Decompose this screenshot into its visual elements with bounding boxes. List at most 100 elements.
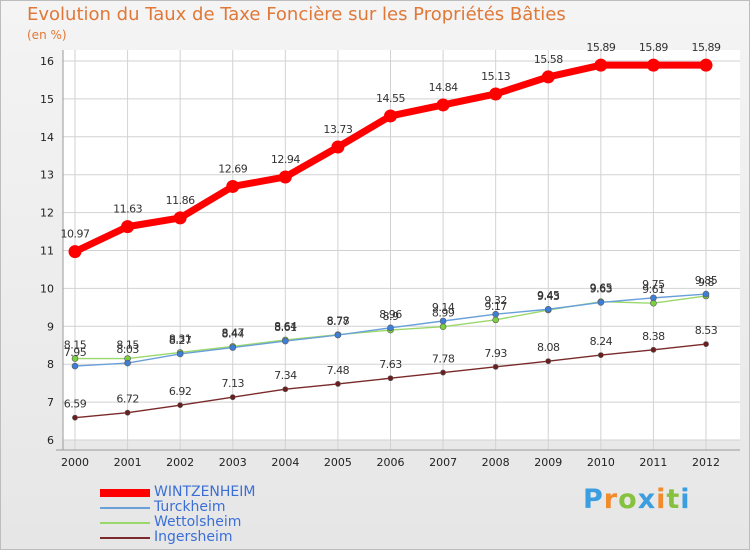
- data-label: 8.15: [64, 339, 87, 352]
- legend-swatch: [100, 522, 150, 524]
- y-tick-label: 10: [40, 282, 54, 295]
- data-label: 8.44: [222, 328, 245, 341]
- data-label: 9.17: [484, 300, 507, 313]
- chart-title: Evolution du Taux de Taxe Foncière sur l…: [27, 4, 566, 25]
- data-point: [71, 355, 79, 362]
- y-tick-label: 6: [47, 434, 54, 447]
- data-point: [282, 337, 289, 345]
- y-tick-label: 14: [40, 131, 54, 144]
- data-label: 12.94: [271, 153, 300, 166]
- data-point: [440, 369, 446, 376]
- y-tick-label: 9: [47, 320, 54, 333]
- data-point: [124, 359, 131, 367]
- data-point: [702, 290, 710, 298]
- data-point: [71, 362, 79, 370]
- data-point: [646, 58, 660, 72]
- y-tick-label: 12: [40, 207, 54, 220]
- y-tick-label: 13: [40, 169, 54, 182]
- x-tick-label: 2004: [271, 456, 299, 469]
- data-label: 7.78: [432, 353, 455, 366]
- data-label: 9.65: [590, 282, 613, 295]
- data-point: [594, 58, 608, 72]
- data-point: [387, 375, 394, 382]
- data-point: [331, 140, 345, 154]
- data-label: 13.73: [323, 123, 352, 136]
- y-tick-label: 16: [40, 55, 54, 68]
- data-point: [489, 87, 503, 101]
- data-label: 14.84: [429, 81, 458, 94]
- data-point: [121, 220, 135, 234]
- data-label: 8.38: [642, 330, 665, 343]
- data-label: 9.85: [695, 274, 718, 287]
- y-tick-label: 8: [47, 358, 54, 371]
- data-point: [439, 323, 447, 330]
- data-label: 6.72: [116, 393, 139, 406]
- data-point: [650, 346, 657, 353]
- data-label: 8.99: [432, 307, 455, 320]
- brand-logo: Proxiti: [583, 484, 691, 515]
- data-label: 8.31: [169, 332, 192, 345]
- data-point: [387, 324, 394, 332]
- data-label: 8.64: [274, 320, 297, 333]
- data-label: 9.75: [642, 278, 665, 291]
- data-point: [124, 409, 131, 416]
- data-point: [699, 58, 713, 72]
- data-point: [544, 305, 552, 313]
- data-point: [282, 386, 289, 393]
- data-point: [703, 341, 709, 348]
- y-tick-label: 15: [40, 93, 54, 106]
- y-tick-label: 11: [40, 245, 54, 258]
- data-point: [492, 363, 499, 370]
- data-point: [492, 310, 499, 318]
- data-label: 9.63: [590, 282, 613, 295]
- data-point: [541, 70, 555, 84]
- data-point: [439, 317, 447, 325]
- data-point: [436, 98, 450, 112]
- data-label: 6.92: [169, 385, 192, 398]
- x-tick-label: 2003: [219, 456, 247, 469]
- data-label: 11.63: [113, 203, 142, 216]
- data-label: 7.48: [327, 364, 350, 377]
- data-label: 7.34: [274, 369, 297, 382]
- x-tick-label: 2005: [324, 456, 352, 469]
- data-label: 12.69: [218, 162, 247, 175]
- data-point: [384, 109, 397, 123]
- x-tick-label: 2009: [534, 456, 562, 469]
- data-label: 8.24: [590, 335, 613, 348]
- legend-label: WINTZENHEIM: [154, 484, 256, 500]
- data-label: 8.47: [222, 326, 245, 339]
- data-point: [176, 350, 184, 358]
- data-label: 15.13: [481, 70, 510, 83]
- data-label: 9.8: [698, 276, 714, 289]
- data-label: 8.61: [274, 321, 297, 334]
- data-label: 15.89: [639, 41, 668, 54]
- data-label: 11.86: [166, 194, 195, 207]
- data-label: 8.15: [116, 339, 139, 352]
- data-label: 9.14: [432, 301, 455, 314]
- data-point: [229, 344, 237, 351]
- x-tick-label: 2011: [639, 456, 667, 469]
- legend-swatch: [100, 537, 150, 539]
- data-label: 8.27: [169, 334, 192, 347]
- data-label: 8.78: [327, 315, 350, 328]
- data-label: 8.9: [383, 310, 399, 323]
- legend-label: Ingersheim: [154, 529, 233, 545]
- data-point: [545, 358, 552, 365]
- data-point: [226, 179, 240, 193]
- x-tick-label: 2006: [377, 456, 405, 469]
- data-label: 7.93: [484, 347, 507, 360]
- x-tick-label: 2002: [166, 456, 194, 469]
- chart-subtitle: (en %): [27, 28, 67, 42]
- data-point: [177, 402, 184, 409]
- data-label: 10.97: [61, 228, 90, 241]
- data-label: 7.95: [64, 346, 87, 359]
- legend-swatch: [100, 507, 150, 509]
- data-label: 15.58: [534, 53, 563, 66]
- x-tick-label: 2001: [114, 456, 142, 469]
- data-label: 9.32: [484, 294, 507, 307]
- data-point: [173, 211, 187, 225]
- data-point: [597, 352, 604, 359]
- data-label: 15.89: [586, 41, 615, 54]
